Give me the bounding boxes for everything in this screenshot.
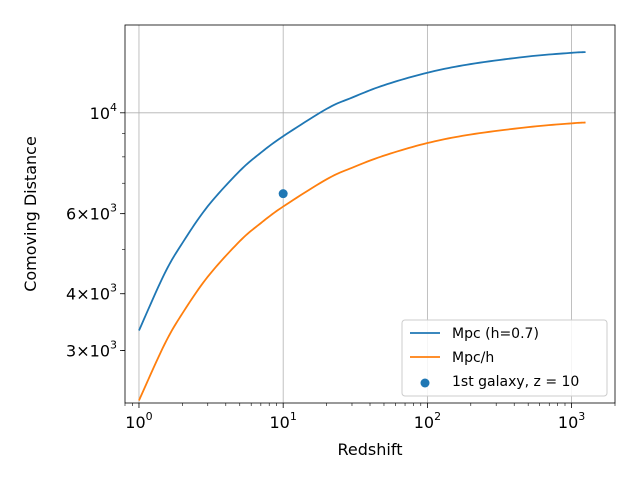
y-tick-label: 104 — [90, 101, 117, 123]
series-lines — [138, 51, 586, 401]
y-tick-mantissa: 6 — [66, 205, 76, 224]
x-tick-exponent: 0 — [146, 410, 153, 423]
legend: Mpc (h=0.7) Mpc/h 1st galaxy, z = 10 — [401, 319, 608, 397]
y-tick-base: 10 — [90, 104, 110, 123]
x-tick-exponent: 3 — [578, 410, 585, 423]
y-tick-base: 10 — [90, 342, 110, 361]
x-tick-label: 101 — [270, 410, 297, 432]
y-tick-times: × — [76, 342, 89, 361]
x-tick-label: 103 — [558, 410, 585, 432]
x-tick-base: 10 — [270, 413, 290, 432]
scatter-points — [278, 189, 288, 199]
y-tick-base: 10 — [90, 205, 110, 224]
y-tick-label: 3×103 — [66, 339, 117, 361]
legend-entry-label: 1st galaxy, z = 10 — [452, 374, 579, 390]
y-tick-mantissa: 4 — [66, 285, 76, 304]
x-tick-label: 100 — [125, 410, 152, 432]
x-tick-exponent: 1 — [290, 410, 297, 423]
y-tick-mantissa: 3 — [66, 342, 76, 361]
y-tick-label: 6×103 — [66, 202, 117, 224]
y-tick-exponent: 4 — [110, 101, 117, 114]
x-tick-exponent: 2 — [434, 410, 441, 423]
y-tick-exponent: 3 — [110, 202, 117, 215]
x-tick-base: 10 — [414, 413, 434, 432]
y-tick-times: × — [76, 205, 89, 224]
legend-box — [401, 319, 608, 397]
legend-entry-label: Mpc (h=0.7) — [452, 326, 539, 342]
x-tick-base: 10 — [125, 413, 145, 432]
x-tick-base: 10 — [558, 413, 578, 432]
legend-entry-label: Mpc/h — [452, 350, 494, 366]
legend-point-swatch — [420, 378, 430, 388]
y-tick-label: 4×103 — [66, 282, 117, 304]
y-axis-label: Comoving Distance — [21, 136, 40, 292]
y-tick-times: × — [76, 285, 89, 304]
series-line-1 — [138, 51, 586, 331]
y-tick-exponent: 3 — [110, 339, 117, 352]
y-tick-exponent: 3 — [110, 282, 117, 295]
galaxy-point — [278, 189, 288, 199]
x-axis-label: Redshift — [338, 440, 403, 459]
x-tick-label: 102 — [414, 410, 441, 432]
y-tick-base: 10 — [90, 285, 110, 304]
series-line-2 — [138, 121, 586, 401]
